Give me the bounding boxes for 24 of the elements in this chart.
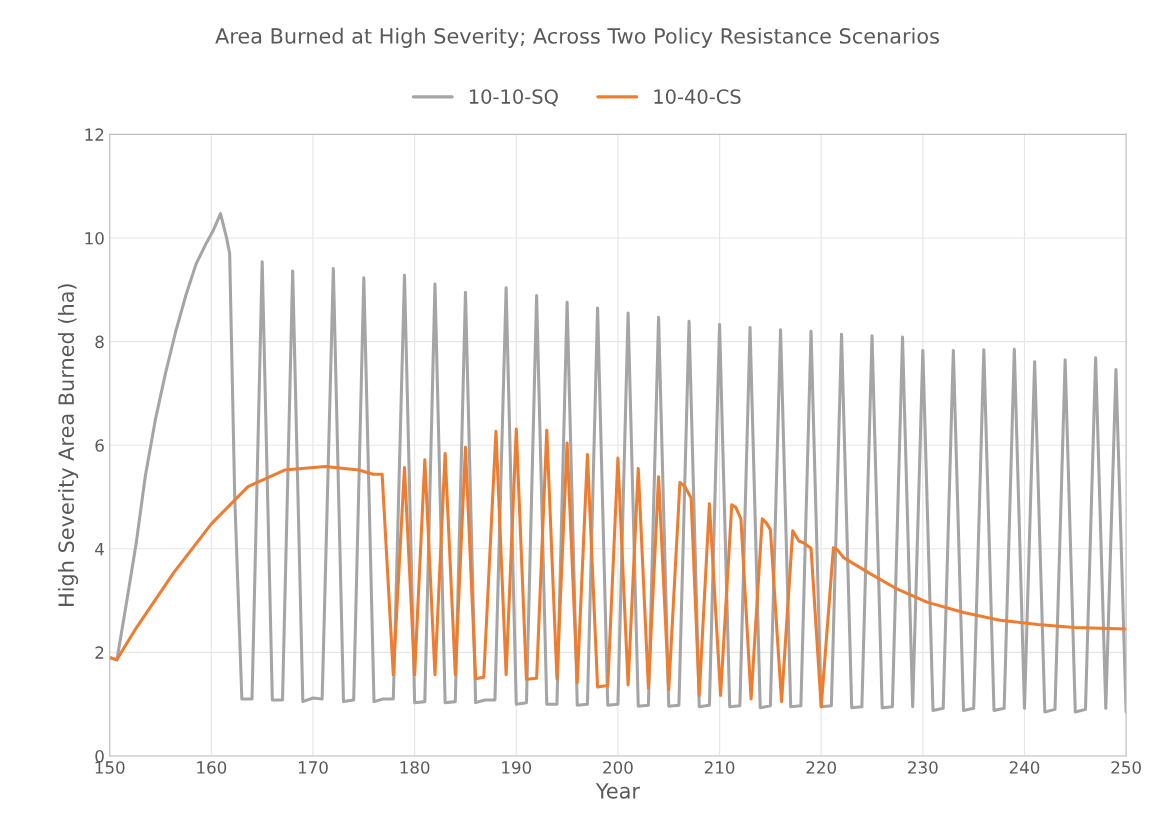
x-tick-label: 160: [197, 761, 227, 774]
y-tick-label: 4: [95, 542, 104, 556]
x-tick-label: 250: [1111, 761, 1141, 774]
line-series: [109, 427, 1127, 709]
x-tick-label: 190: [502, 761, 532, 774]
y-axis-title: High Severity Area Burned (ha): [57, 284, 79, 606]
x-tick-label: 180: [400, 761, 430, 774]
y-tick-label: 12: [85, 128, 104, 141]
y-tick-label: 6: [95, 439, 104, 452]
y-tick-label: 8: [95, 335, 104, 349]
x-tick-label: 210: [704, 761, 735, 774]
y-tick-label: 10: [85, 231, 104, 245]
legend-label: 10-10-SQ: [469, 89, 558, 107]
y-tick-label: 0: [95, 749, 104, 763]
chart-title: Area Burned at High Severity; Across Two Policy Resistance Scenarios: [215, 27, 939, 48]
x-axis-title: Year: [595, 783, 640, 799]
x-tick-label: 220: [806, 761, 836, 774]
x-tick-label: 170: [298, 761, 328, 774]
x-tick-label: 150: [95, 761, 125, 774]
x-tick-label: 240: [1009, 761, 1040, 774]
x-tick-label: 200: [603, 761, 633, 774]
x-tick-label: 230: [908, 761, 938, 774]
y-tick-label: 2: [95, 646, 104, 659]
legend-label: 10-40-CS: [654, 89, 741, 104]
